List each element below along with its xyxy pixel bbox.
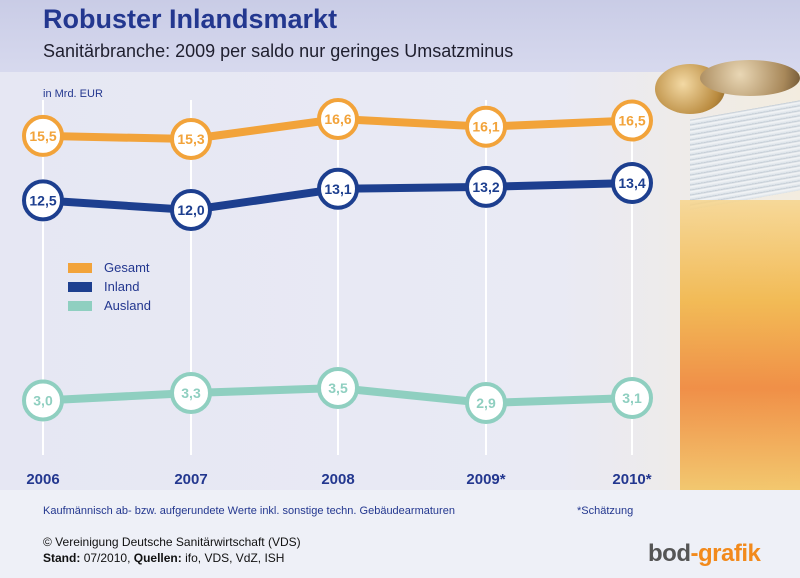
data-label: 2,9 — [476, 395, 496, 411]
estimate-note: *Schätzung — [577, 505, 634, 517]
legend-item-ausland: Ausland — [68, 296, 151, 315]
x-tick-label: 2010* — [612, 471, 651, 488]
data-point — [170, 189, 212, 231]
data-label: 12,5 — [29, 192, 56, 208]
footer-background — [0, 490, 800, 578]
data-point — [611, 162, 653, 204]
data-label: 3,3 — [181, 385, 201, 401]
data-point — [317, 167, 359, 210]
legend-label-gesamt: Gesamt — [104, 260, 150, 275]
legend: Gesamt Inland Ausland — [68, 258, 151, 315]
data-point — [22, 179, 64, 222]
x-axis-ticks: 2006 2007 2008 2009* 2010* — [26, 471, 651, 488]
data-label: 16,6 — [324, 111, 351, 127]
data-point — [465, 105, 507, 148]
data-point — [170, 118, 212, 160]
status-value: 07/2010, — [83, 551, 131, 565]
data-label: 12,0 — [177, 202, 204, 218]
data-label: 16,5 — [618, 113, 645, 129]
legend-item-gesamt: Gesamt — [68, 258, 151, 277]
header-background — [0, 0, 800, 72]
legend-label-inland: Inland — [104, 279, 140, 294]
data-label: 15,3 — [177, 131, 204, 147]
data-label: 3,0 — [33, 393, 53, 409]
legend-label-ausland: Ausland — [104, 298, 151, 313]
data-point — [465, 165, 507, 208]
series-lines: 15,5 15,3 16,6 16,1 16,5 12,5 12,0 13,1 13,2 13,4… — [22, 98, 653, 424]
unit-label: in Mrd. EUR — [43, 88, 103, 100]
chart-subtitle: Sanitärbranche: 2009 per saldo nur gerin… — [43, 41, 514, 61]
x-tick-label: 2008 — [321, 471, 354, 488]
data-point — [170, 372, 212, 414]
euro-banknote-image — [680, 200, 800, 490]
status-label: Stand: — [43, 551, 81, 565]
data-label: 13,4 — [618, 175, 645, 191]
data-point — [465, 382, 507, 424]
status-line: Stand: 07/2010, Quellen: ifo, VDS, VdZ, … — [43, 551, 284, 565]
legend-swatch-ausland — [68, 300, 92, 311]
data-point — [611, 99, 653, 142]
legend-swatch-gesamt — [68, 262, 92, 273]
chart-title: Robuster Inlandsmarkt — [43, 4, 338, 34]
data-label: 13,1 — [324, 181, 351, 197]
data-label: 16,1 — [472, 119, 499, 135]
data-label: 3,1 — [622, 390, 642, 406]
brand-logo: bod-grafik — [648, 540, 761, 568]
sources-label: Quellen: — [133, 551, 182, 565]
brand-left: bod — [648, 540, 691, 567]
data-point — [611, 377, 653, 419]
coin-image — [700, 60, 800, 96]
footnote: Kaufmännisch ab- bzw. aufgerundete Werte… — [43, 505, 455, 517]
data-point — [317, 98, 359, 140]
legend-swatch-inland — [68, 281, 92, 292]
x-tick-label: 2007 — [174, 471, 207, 488]
data-label: 13,2 — [472, 179, 499, 195]
data-label: 3,5 — [328, 380, 348, 396]
copyright: © Vereinigung Deutsche Sanitärwirtschaft… — [43, 535, 301, 549]
sources-value: ifo, VDS, VdZ, ISH — [185, 551, 285, 565]
brand-right: -grafik — [690, 540, 761, 567]
data-point — [22, 379, 64, 422]
data-point — [22, 114, 64, 157]
data-point — [317, 367, 359, 409]
x-tick-label: 2009* — [466, 471, 505, 488]
x-tick-label: 2006 — [26, 471, 59, 488]
legend-item-inland: Inland — [68, 277, 151, 296]
data-label: 15,5 — [29, 128, 56, 144]
